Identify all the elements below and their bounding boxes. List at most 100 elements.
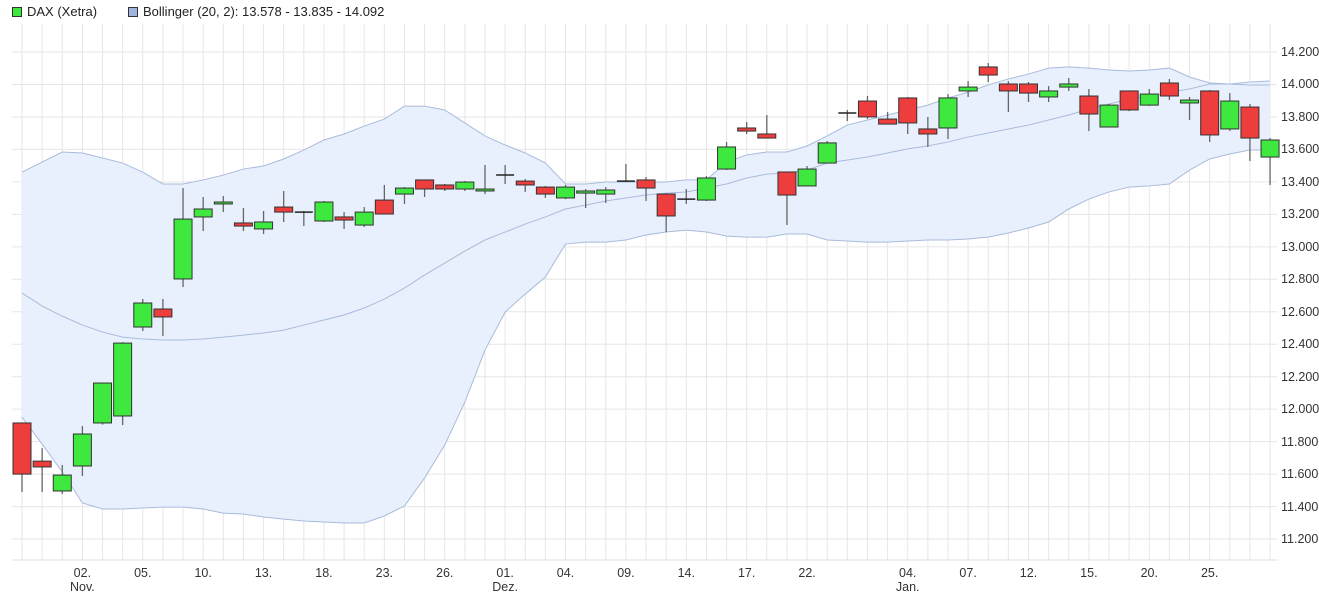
candle-down	[656, 193, 676, 217]
x-tick-label: 17.	[737, 566, 756, 580]
candle-up	[797, 168, 817, 187]
candle-down	[1079, 95, 1099, 115]
y-tick-label: 14.000	[1281, 77, 1319, 92]
x-tick-label: 13.	[254, 566, 273, 580]
candle-up	[1059, 83, 1079, 88]
x-tick-label: 26.	[436, 566, 454, 580]
candle-down	[1240, 106, 1260, 139]
legend-label-bollinger: Bollinger (20, 2): 13.578 - 13.835 - 14.…	[143, 4, 385, 19]
x-tick-label: 07.	[959, 566, 977, 580]
candle-down	[737, 127, 757, 132]
x-tick-label: 10.	[194, 566, 212, 580]
y-tick-label: 13.600	[1281, 142, 1319, 157]
x-tick-label: 02. Nov.	[69, 566, 95, 594]
y-tick-label: 12.800	[1281, 272, 1319, 287]
candle-up	[1260, 139, 1280, 158]
candle-down	[757, 133, 777, 139]
legend-swatch-dax	[12, 6, 22, 17]
x-tick-label: 15.	[1080, 566, 1098, 580]
candle-down	[898, 97, 918, 124]
candle-up	[93, 382, 113, 424]
y-tick-label: 14.200	[1281, 45, 1319, 59]
candle-up	[1220, 100, 1240, 130]
candle-down	[415, 179, 435, 190]
candle-down	[857, 100, 877, 118]
candle-down	[535, 186, 555, 195]
legend-item-bollinger[interactable]: Bollinger (20, 2): 13.578 - 13.835 - 14.…	[128, 4, 384, 19]
legend-item-dax[interactable]: DAX (Xetra)	[12, 4, 97, 19]
candle-down	[334, 216, 354, 221]
y-tick-label: 12.200	[1281, 369, 1319, 384]
candle-up	[958, 86, 978, 92]
bollinger-band-area	[22, 66, 1271, 523]
candle-up	[193, 208, 213, 218]
candle-down	[918, 128, 938, 135]
candle-down	[998, 83, 1018, 92]
candle-down	[32, 460, 52, 468]
candle-down	[153, 308, 173, 318]
x-tick-label: 25.	[1200, 566, 1219, 580]
candle-up	[314, 201, 334, 222]
y-tick-label: 12.000	[1281, 402, 1319, 417]
y-tick-label: 13.200	[1281, 207, 1319, 222]
candle-up	[938, 97, 958, 129]
candle-up	[72, 433, 92, 467]
x-tick-label: 23.	[375, 566, 394, 580]
candle-up	[556, 186, 576, 199]
candle-up	[1180, 99, 1200, 104]
candle-down	[274, 206, 294, 213]
x-tick-label: 01. Dez.	[492, 566, 518, 594]
x-tick-label: 18.	[315, 566, 333, 580]
candle-down	[1019, 83, 1038, 94]
candle-up	[1039, 90, 1059, 98]
candle-up	[1099, 104, 1119, 128]
candle-down	[978, 66, 998, 76]
x-tick-label: 09.	[617, 566, 635, 580]
candle-up	[354, 211, 374, 226]
x-tick-label: 20.	[1140, 566, 1158, 580]
x-tick-label: 22.	[798, 566, 816, 580]
x-tick-label: 14.	[677, 566, 695, 580]
candle-up	[173, 218, 193, 280]
y-tick-label: 11.200	[1281, 532, 1319, 547]
candle-up	[213, 201, 233, 205]
candle-down	[233, 222, 253, 227]
y-tick-label: 13.000	[1281, 239, 1319, 254]
y-tick-label: 12.600	[1281, 304, 1319, 319]
candle-up	[113, 342, 133, 417]
y-tick-label: 13.800	[1281, 109, 1319, 124]
candle-down	[12, 422, 32, 475]
candle-down	[777, 171, 797, 196]
candle-up	[596, 189, 616, 195]
candle-up	[475, 188, 495, 192]
chart-legend: DAX (Xetra) Bollinger (20, 2): 13.578 - …	[0, 0, 1319, 22]
candle-up	[717, 146, 737, 170]
candle-down	[435, 184, 455, 190]
y-tick-label: 11.600	[1281, 467, 1319, 482]
bollinger-lower-line	[21, 149, 1271, 524]
candle-down	[374, 199, 394, 215]
candle-down	[515, 180, 535, 186]
candle-up	[1139, 93, 1159, 106]
candle-down	[1159, 82, 1179, 97]
y-tick-label: 12.400	[1281, 337, 1319, 352]
candle-up	[254, 221, 274, 230]
candle-down	[1119, 90, 1139, 111]
legend-label-dax: DAX (Xetra)	[27, 4, 98, 19]
candle-up	[455, 181, 475, 190]
y-tick-label: 13.400	[1281, 174, 1319, 189]
x-tick-label: 05.	[134, 566, 152, 580]
candle-down	[636, 179, 656, 189]
candle-up	[133, 302, 153, 328]
x-tick-label: 04.	[556, 566, 575, 580]
candle-up	[817, 142, 837, 164]
y-tick-label: 11.400	[1281, 499, 1319, 514]
x-tick-label: 04. Jan.	[895, 566, 920, 594]
candle-up	[696, 177, 716, 201]
candle-down	[1200, 90, 1220, 136]
x-tick-label: 12.	[1019, 566, 1038, 580]
y-tick-label: 11.800	[1281, 434, 1319, 449]
legend-swatch-bollinger	[128, 6, 138, 17]
candle-down	[878, 118, 898, 125]
